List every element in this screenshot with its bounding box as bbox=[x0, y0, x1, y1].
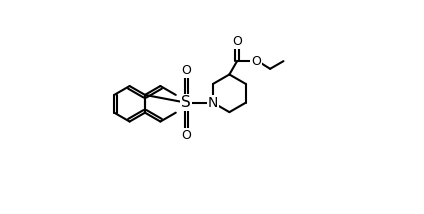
Text: O: O bbox=[181, 129, 191, 142]
Text: O: O bbox=[181, 64, 191, 77]
Text: N: N bbox=[208, 96, 218, 110]
Text: S: S bbox=[181, 95, 191, 110]
Text: O: O bbox=[232, 35, 242, 48]
Text: O: O bbox=[251, 55, 261, 68]
